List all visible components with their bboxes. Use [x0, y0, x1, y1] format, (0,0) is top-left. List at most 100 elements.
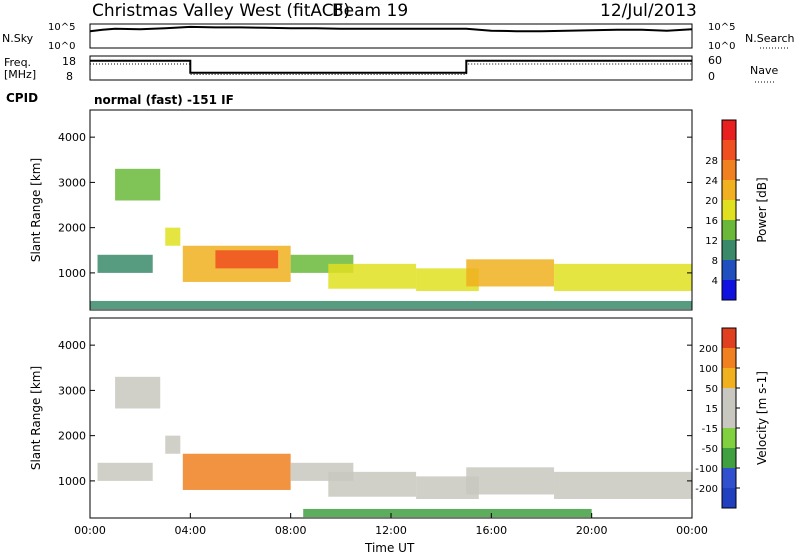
power-data-region-9 — [97, 254, 153, 273]
nsky-label: N.Sky — [2, 32, 34, 45]
vel-x-tick-label: 16:00 — [475, 524, 507, 537]
velocity-colorbar-label: Velocity [m s-1] — [755, 371, 769, 465]
vel-y-tick-label: 2000 — [58, 430, 86, 443]
vel-data-region-2 — [182, 453, 291, 490]
nsearch-label: N.Search — [745, 32, 795, 45]
nave-tick-hi: 60 — [708, 54, 722, 67]
vel-colorbar-swatch — [722, 328, 736, 349]
velocity-data-layer — [97, 376, 692, 518]
vel-x-tick-label: 00:00 — [74, 524, 106, 537]
vel-data-region-0 — [115, 376, 161, 409]
power-colorbar-tick-label: 12 — [705, 236, 718, 247]
vel-colorbar-swatch — [722, 428, 736, 449]
power-colorbar-swatch — [722, 160, 736, 181]
vel-colorbar-tick-label: 200 — [699, 344, 718, 355]
vel-colorbar-swatch — [722, 348, 736, 369]
nave-tick-lo: 0 — [708, 70, 715, 83]
power-data-region-8 — [554, 263, 692, 291]
vel-colorbar-tick-label: -15 — [702, 424, 718, 435]
vel-colorbar-tick-label: -50 — [702, 444, 718, 455]
vel-colorbar-tick-label: -100 — [695, 464, 718, 475]
power-colorbar-swatch — [722, 200, 736, 221]
power-colorbar-swatch — [722, 140, 736, 161]
power-y-tick-label: 1000 — [58, 267, 86, 280]
vel-x-tick-label: 04:00 — [174, 524, 206, 537]
vel-data-region-6 — [466, 467, 555, 495]
vel-colorbar-swatch — [722, 468, 736, 489]
vel-data-region-4 — [328, 471, 417, 497]
vel-data-region-1 — [165, 435, 181, 454]
power-colorbar-frame — [721, 119, 737, 301]
velocity-x-axis: 00:00 04:00 08:00 12:00 16:00 20:00 00:00 — [74, 513, 708, 537]
power-y-axis: 1000 2000 3000 4000 — [58, 131, 692, 280]
nsearch-tick-lo: 10^0 — [708, 41, 735, 52]
power-data-region-5 — [328, 263, 417, 289]
power-y-tick-label: 4000 — [58, 131, 86, 144]
power-data-region-6 — [416, 268, 479, 291]
power-colorbar-tick-label: 16 — [705, 216, 718, 227]
vel-y-tick-label: 4000 — [58, 339, 86, 352]
freq-tick-lo: 8 — [66, 70, 73, 83]
power-colorbar-tick-label: 24 — [705, 176, 718, 187]
vel-data-region-7 — [554, 471, 692, 499]
vel-data-region-8 — [97, 462, 153, 481]
power-colorbar-tick-label: 4 — [712, 276, 718, 287]
vel-x-tick-label: 08:00 — [275, 524, 307, 537]
nsky-tick-lo: 10^0 — [48, 41, 75, 52]
vel-colorbar-swatch — [722, 408, 736, 429]
power-colorbar: 4 8 12 16 20 24 28 — [705, 119, 740, 301]
vel-colorbar-swatch — [722, 448, 736, 469]
power-y-tick-label: 2000 — [58, 222, 86, 235]
beam-label: Beam 19 — [332, 1, 408, 21]
velocity-colorbar: 200 100 50 15 -15 -50 -100 -200 — [695, 327, 740, 509]
power-colorbar-swatch — [722, 180, 736, 201]
freq-panel: Freq. [MHz] 18 8 60 0 Nave — [4, 54, 778, 83]
nsky-tick-hi: 10^5 — [48, 22, 75, 33]
vel-colorbar-tick-label: -200 — [695, 484, 718, 495]
cpid-value: normal (fast) -151 IF — [94, 93, 234, 107]
vel-colorbar-tick-label: 15 — [705, 404, 718, 415]
vel-y-tick-label: 3000 — [58, 384, 86, 397]
power-colorbar-swatch — [722, 240, 736, 261]
power-data-layer — [90, 168, 692, 310]
freq-label: Freq. — [4, 56, 31, 69]
power-colorbar-swatch — [722, 280, 736, 301]
x-axis-label: Time UT — [364, 541, 415, 554]
vel-colorbar-tick-label: 100 — [699, 364, 718, 375]
freq-unit: [MHz] — [4, 68, 36, 81]
power-colorbar-tick-label: 8 — [712, 256, 718, 267]
vel-colorbar-swatch — [722, 388, 736, 409]
power-data-region-10 — [90, 300, 692, 310]
freq-panel-frame — [89, 55, 693, 81]
power-y-axis-label: Slant Range [km] — [29, 158, 43, 262]
power-data-region-3 — [215, 250, 279, 269]
nsky-panel-frame — [89, 23, 693, 49]
velocity-panel: 1000 2000 3000 4000 00:00 04:00 08:00 12:00 16:… — [29, 317, 769, 554]
power-colorbar-tick-label: 20 — [705, 196, 718, 207]
power-plot-frame — [89, 109, 693, 311]
vel-x-tick-label: 20:00 — [576, 524, 608, 537]
vel-colorbar-frame — [721, 327, 737, 509]
vel-y-tick-label: 1000 — [58, 475, 86, 488]
nsearch-tick-hi: 10^5 — [708, 22, 735, 33]
cpid-label: CPID — [6, 91, 38, 105]
nsky-panel: N.Sky 10^5 10^0 10^5 10^0 N.Search — [2, 22, 795, 52]
power-colorbar-swatch — [722, 260, 736, 281]
vel-x-tick-label: 12:00 — [375, 524, 407, 537]
power-colorbar-swatch — [722, 120, 736, 141]
vel-colorbar-tick-label: 50 — [705, 384, 718, 395]
vel-data-region-5 — [416, 476, 479, 499]
nave-line — [90, 63, 692, 75]
vel-data-region-9 — [303, 508, 592, 518]
power-panel: 1000 2000 3000 4000 Slant Range [km] 4 8 12 16… — [29, 109, 769, 311]
nave-label: Nave — [750, 64, 778, 77]
power-data-region-7 — [466, 259, 555, 287]
date-label: 12/Jul/2013 — [600, 1, 697, 21]
velocity-y-axis: 1000 2000 3000 4000 — [58, 339, 692, 488]
velocity-y-axis-label: Slant Range [km] — [29, 366, 43, 470]
station-title: Christmas Valley West (fitACF) — [92, 1, 350, 21]
power-colorbar-label: Power [dB] — [755, 177, 769, 242]
freq-tick-hi: 18 — [62, 55, 76, 68]
vel-colorbar-swatch — [722, 488, 736, 509]
